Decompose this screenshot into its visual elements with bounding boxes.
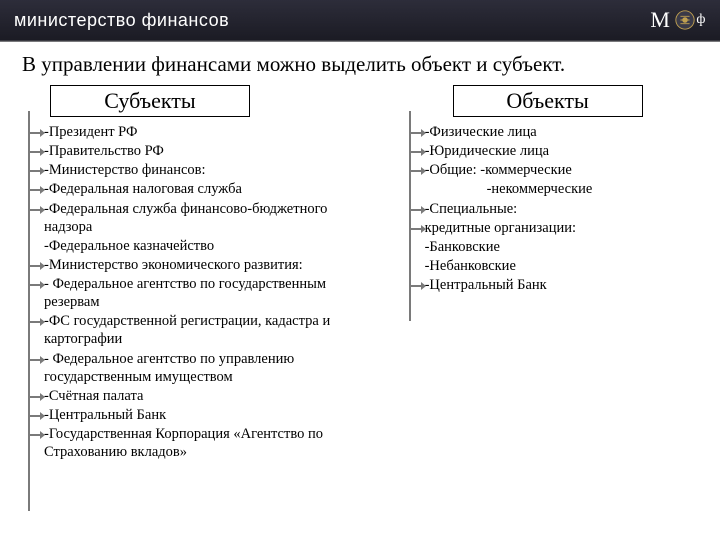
subjects-list: -Президент РФ-Правительство РФ-Министерс…	[22, 123, 373, 461]
emblem-icon	[674, 9, 696, 31]
list-item: -некоммерческие	[425, 180, 698, 198]
lead-text: В управлении финансами можно выделить об…	[22, 52, 698, 77]
list-item: -Федеральная налоговая служба	[44, 180, 373, 198]
list-item: -ФС государственной регистрации, кадастр…	[44, 312, 373, 348]
list-item: -Федеральное казначейство	[44, 237, 373, 255]
list-item: -Юридические лица	[425, 142, 698, 160]
list-item: -Министерство финансов:	[44, 161, 373, 179]
subjects-heading: Субъекты	[50, 85, 250, 117]
slide-content: В управлении финансами можно выделить об…	[0, 42, 720, 462]
logo-letter: М	[650, 7, 670, 33]
list-item: -Небанковские	[425, 257, 698, 275]
column-objects: Объекты -Физические лица-Юридические лиц…	[403, 85, 698, 462]
list-item: - Федеральное агентство по государственн…	[44, 275, 373, 311]
list-item: -Счётная палата	[44, 387, 373, 405]
header-title: министерство финансов	[14, 10, 229, 31]
objects-list: -Физические лица-Юридические лица-Общие:…	[403, 123, 698, 294]
list-item: -Президент РФ	[44, 123, 373, 141]
list-item: - Федеральное агентство по управлению го…	[44, 350, 373, 386]
list-item: -Министерство экономического развития:	[44, 256, 373, 274]
logo-glyph: ф	[696, 12, 706, 28]
list-item: -Физические лица	[425, 123, 698, 141]
list-item: -Правительство РФ	[44, 142, 373, 160]
list-item: кредитные организации:	[425, 219, 698, 237]
list-item: -Банковские	[425, 238, 698, 256]
objects-heading: Объекты	[453, 85, 643, 117]
header-logo: М ф	[650, 7, 706, 33]
list-item: -Центральный Банк	[425, 276, 698, 294]
list-item: -Специальные:	[425, 200, 698, 218]
list-item: -Федеральная служба финансово-бюджетного…	[44, 200, 373, 236]
app-header: министерство финансов М ф	[0, 0, 720, 40]
list-item: -Государственная Корпорация «Агентство п…	[44, 425, 373, 461]
columns-wrap: Субъекты -Президент РФ-Правительство РФ-…	[22, 85, 698, 462]
list-item: -Общие: -коммерческие	[425, 161, 698, 179]
list-item: -Центральный Банк	[44, 406, 373, 424]
column-subjects: Субъекты -Президент РФ-Правительство РФ-…	[22, 85, 373, 462]
